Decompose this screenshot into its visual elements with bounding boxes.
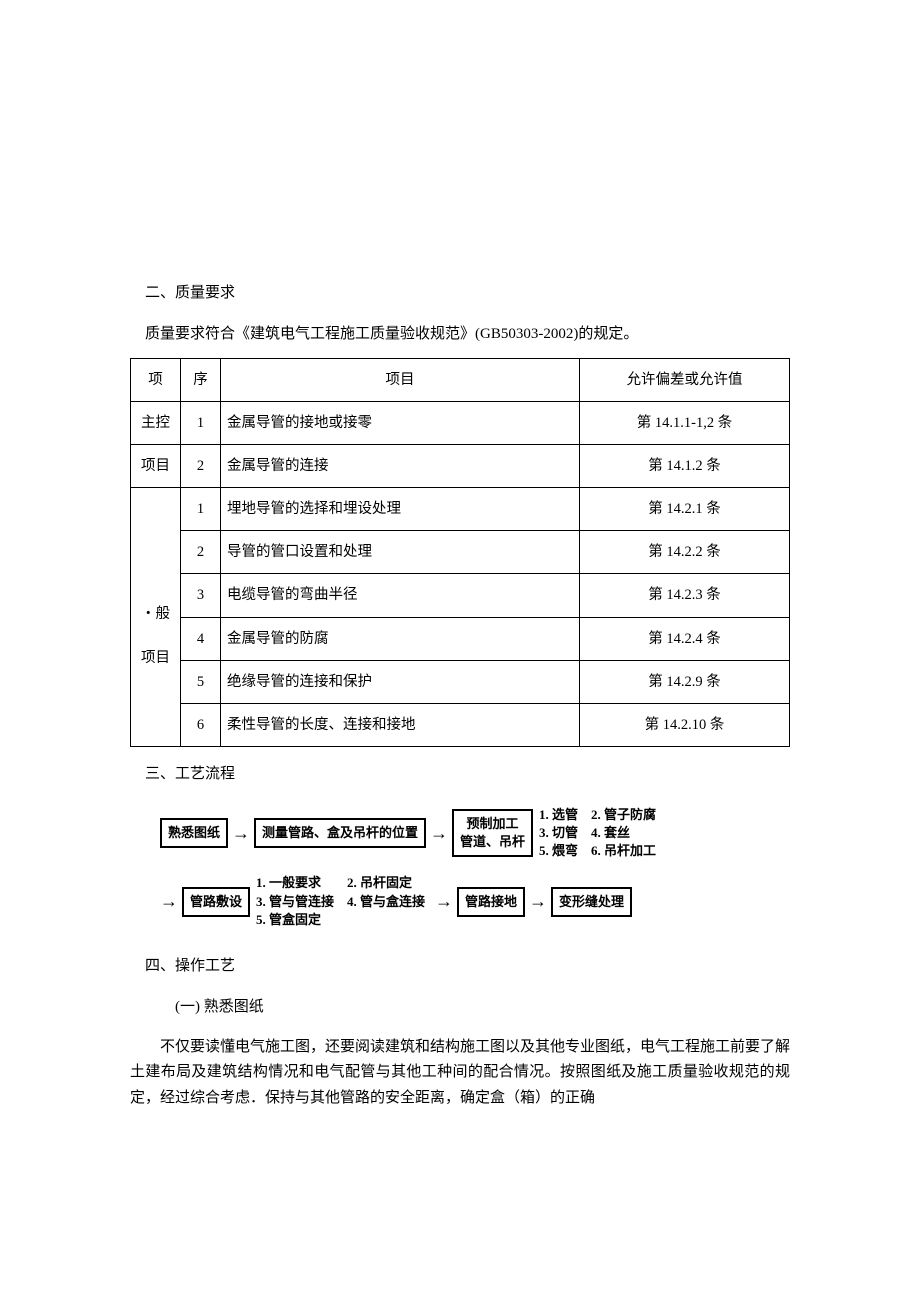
item-cell: 埋地导管的选择和埋设处理 [221, 488, 580, 531]
cat-cell: 项目 [131, 445, 181, 488]
val-cell: 第 14.2.3 条 [580, 574, 790, 617]
val-cell: 第 14.1.2 条 [580, 445, 790, 488]
item-cell: 电缆导管的弯曲半径 [221, 574, 580, 617]
item-cell: 金属导管的接地或接零 [221, 402, 580, 445]
table-row: 5 绝缘导管的连接和保护 第 14.2.9 条 [131, 660, 790, 703]
th-val: 允许偏差或允许值 [580, 359, 790, 402]
table-row: 主控 1 金属导管的接地或接零 第 14.1.1-1,2 条 [131, 402, 790, 445]
prefab-line2: 管道、吊杆 [460, 833, 525, 851]
th-seq: 序 [181, 359, 221, 402]
flow-row-2: → 管路敷设 1. 一般要求 2. 吊杆固定 3. 管与管连接 4. 管与盒连接… [160, 874, 760, 929]
prefab-line1: 预制加工 [460, 815, 525, 833]
table-row: 2 导管的管口设置和处理 第 14.2.2 条 [131, 531, 790, 574]
flow-box-prefab: 预制加工 管道、吊杆 [452, 809, 533, 857]
table-row: 3 电缆导管的弯曲半径 第 14.2.3 条 [131, 574, 790, 617]
flow-box-familiar: 熟悉图纸 [160, 818, 228, 848]
flow-side-text-1: 1. 选管 2. 管子防腐 3. 切管 4. 套丝 5. 煨弯 6. 吊杆加工 [533, 806, 656, 861]
side1-l3: 5. 煨弯 6. 吊杆加工 [539, 842, 656, 860]
section-3-heading: 三、工艺流程 [130, 761, 790, 788]
table-row: 6 柔性导管的长度、连接和接地 第 14.2.10 条 [131, 703, 790, 746]
table-row: 项目 2 金属导管的连接 第 14.1.2 条 [131, 445, 790, 488]
flow-side-text-2: 1. 一般要求 2. 吊杆固定 3. 管与管连接 4. 管与盒连接 5. 管盒固… [250, 874, 431, 929]
arrow-icon: → [160, 885, 182, 917]
flow-box-measure: 测量管路、盒及吊杆的位置 [254, 818, 426, 848]
side2-l2: 3. 管与管连接 4. 管与盒连接 [256, 893, 425, 911]
section-4-sub1: (一) 熟悉图纸 [130, 994, 790, 1021]
flow-row-1: 熟悉图纸 → 测量管路、盒及吊杆的位置 → 预制加工 管道、吊杆 1. 选管 2… [160, 806, 760, 861]
th-item: 项目 [221, 359, 580, 402]
arrow-icon: → [525, 885, 551, 917]
arrow-icon: → [431, 885, 457, 917]
seq-cell: 1 [181, 402, 221, 445]
cat-cell: ・般 项目 [131, 488, 181, 747]
cat-line2: 项目 [133, 645, 178, 671]
seq-cell: 5 [181, 660, 221, 703]
item-cell: 金属导管的防腐 [221, 617, 580, 660]
item-cell: 柔性导管的长度、连接和接地 [221, 703, 580, 746]
flow-box-joint: 变形缝处理 [551, 887, 632, 917]
section-2-heading: 二、质量要求 [130, 280, 790, 307]
cat-line1: ・般 [133, 601, 178, 627]
section-4-para: 不仅要读懂电气施工图，还要阅读建筑和结构施工图以及其他专业图纸，电气工程施工前要… [130, 1035, 790, 1112]
item-cell: 导管的管口设置和处理 [221, 531, 580, 574]
table-row: ・般 项目 1 埋地导管的选择和埋设处理 第 14.2.1 条 [131, 488, 790, 531]
seq-cell: 6 [181, 703, 221, 746]
side2-l3: 5. 管盒固定 [256, 911, 425, 929]
quality-table: 项 序 项目 允许偏差或允许值 主控 1 金属导管的接地或接零 第 14.1.1… [130, 358, 790, 747]
arrow-icon: → [228, 817, 254, 849]
item-cell: 绝缘导管的连接和保护 [221, 660, 580, 703]
seq-cell: 3 [181, 574, 221, 617]
val-cell: 第 14.2.10 条 [580, 703, 790, 746]
side1-l1: 1. 选管 2. 管子防腐 [539, 806, 656, 824]
flow-box-grounding: 管路接地 [457, 887, 525, 917]
val-cell: 第 14.2.2 条 [580, 531, 790, 574]
table-row: 4 金属导管的防腐 第 14.2.4 条 [131, 617, 790, 660]
item-cell: 金属导管的连接 [221, 445, 580, 488]
section-4-heading: 四、操作工艺 [130, 953, 790, 980]
side1-l2: 3. 切管 4. 套丝 [539, 824, 656, 842]
table-header-row: 项 序 项目 允许偏差或允许值 [131, 359, 790, 402]
arrow-icon: → [426, 817, 452, 849]
flow-box-laying: 管路敷设 [182, 887, 250, 917]
seq-cell: 4 [181, 617, 221, 660]
val-cell: 第 14.2.9 条 [580, 660, 790, 703]
val-cell: 第 14.2.1 条 [580, 488, 790, 531]
seq-cell: 1 [181, 488, 221, 531]
side2-l1: 1. 一般要求 2. 吊杆固定 [256, 874, 425, 892]
flowchart: 熟悉图纸 → 测量管路、盒及吊杆的位置 → 预制加工 管道、吊杆 1. 选管 2… [160, 806, 760, 929]
th-cat: 项 [131, 359, 181, 402]
seq-cell: 2 [181, 531, 221, 574]
val-cell: 第 14.1.1-1,2 条 [580, 402, 790, 445]
seq-cell: 2 [181, 445, 221, 488]
section-2-intro: 质量要求符合《建筑电气工程施工质量验收规范》(GB50303-2002)的规定。 [130, 321, 790, 348]
cat-cell: 主控 [131, 402, 181, 445]
val-cell: 第 14.2.4 条 [580, 617, 790, 660]
